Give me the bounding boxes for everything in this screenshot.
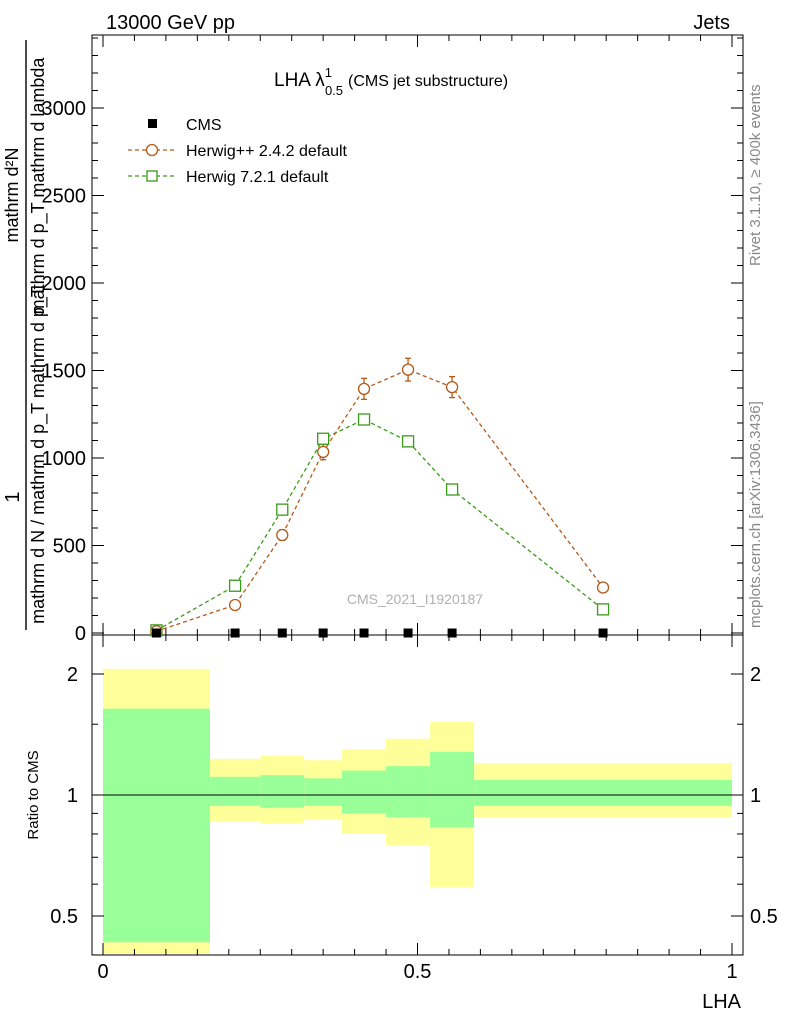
series-layer [150,357,610,638]
legend-herwig-new-label: Herwig 7.2.1 default [186,169,329,186]
herwig-old-point-3 [316,445,330,459]
ratio-band-inner-7 [474,779,732,806]
ratio-band-inner-4 [342,770,387,814]
ratio-axis-ticks: 0.5 0.5 1 1 2 2 0 0.5 1 [50,635,778,983]
plot-title: LHA λ1 0.5 (CMS jet substructure) [274,65,508,98]
upper-axis-ticks: 0 500 1000 1500 2000 2500 3000 [42,35,743,645]
cms-point-1 [230,628,240,638]
legend-herwig-new-marker [146,170,158,182]
x-tick-label-0: 0 [97,961,108,983]
herwig-new-point-1 [228,579,242,592]
plot-title-main: LHA λ [274,70,325,91]
analysis-watermark: CMS_2021_I1920187 [347,591,483,607]
x-axis-label: LHA [702,991,742,1013]
herwig-old-point-5 [401,363,415,376]
upper-ytick-label-3: 1500 [42,361,87,383]
upper-ytick-label-2: 1000 [42,448,87,470]
plot-title-sup: 1 [325,65,332,80]
upper-ylabel-numerator-1: mathrm d²N [2,147,22,242]
header-energy: 13000 GeV pp [106,12,235,34]
upper-ytick-label-0: 0 [75,623,86,645]
herwig-old-point-6 [445,380,459,394]
x-tick-label-1: 0.5 [404,961,432,983]
rivet-version-label: Rivet 3.1.10, ≥ 400k events [747,84,764,266]
herwig-old-point-1 [228,598,242,612]
plot-title-suffix: (CMS jet substructure) [348,73,508,90]
legend: CMS Herwig++ 2.4.2 default Herwig 7.2.1 … [128,117,348,186]
ratio-ytick-label-right-1: 1 [750,785,761,807]
herwig-new-point-5 [401,435,415,448]
x-tick-label-2: 1 [726,961,737,983]
ratio-bands [103,668,732,954]
ratio-ytick-label-left-0: 0.5 [50,906,78,928]
herwig-new-point-2 [276,503,289,516]
cms-point-0 [151,628,161,638]
upper-ylabel-one: 1 [2,491,24,502]
ratio-ytick-label-right-2: 2 [750,664,761,686]
mcplots-label: mcplots.cern.ch [arXiv:1306.3436] [747,401,764,628]
upper-ylabel: 1 mathrm d²N mathrm d p_T mathrm d lambd… [2,40,49,630]
cms-point-6 [447,628,457,638]
ratio-band-inner-5 [386,766,431,818]
herwig-new-line [156,418,604,631]
herwig-new-point-3 [316,432,330,445]
legend-cms-label: CMS [186,117,222,134]
header-process: Jets [693,12,730,34]
herwig-old-point-2 [276,528,289,542]
upper-ytick-label-6: 3000 [42,98,87,120]
upper-ytick-label-4: 2000 [42,273,87,295]
upper-ylabel-denominator: mathrm d N / mathrm d p_T mathrm d p_T [28,286,49,624]
ratio-ytick-label-right-0: 0.5 [750,906,778,928]
cms-point-2 [277,628,287,638]
herwig-new-point-7 [596,603,610,616]
upper-ytick-label-5: 2500 [42,186,87,208]
cms-point-7 [598,628,608,638]
herwig-old-point-4 [357,382,371,396]
ratio-ytick-label-left-1: 1 [67,785,78,807]
herwig-old-point-7 [596,581,610,594]
ratio-band-inner-2 [260,775,305,808]
herwig-old-line [156,368,604,632]
herwig-new-point-6 [445,483,459,496]
upper-ylabel-numerator-2: mathrm d p_T mathrm d lambda [28,57,49,315]
legend-herwig-old-label: Herwig++ 2.4.2 default [186,143,348,160]
cms-point-5 [403,628,413,638]
legend-herwig-old-marker [145,143,159,157]
ratio-ytick-label-left-2: 2 [67,664,78,686]
ratio-band-inner-6 [430,751,475,828]
ratio-band-inner-1 [209,776,261,806]
cms-point-4 [359,628,369,638]
ratio-band-inner-3 [304,778,343,806]
upper-ytick-label-1: 500 [53,536,86,558]
ratio-ylabel: Ratio to CMS [25,750,42,839]
plot-title-sub: 0.5 [325,83,343,98]
cms-point-3 [318,628,328,638]
ratio-band-inner-0 [103,708,210,943]
legend-cms-marker [148,119,157,128]
herwig-new-point-4 [357,413,371,426]
